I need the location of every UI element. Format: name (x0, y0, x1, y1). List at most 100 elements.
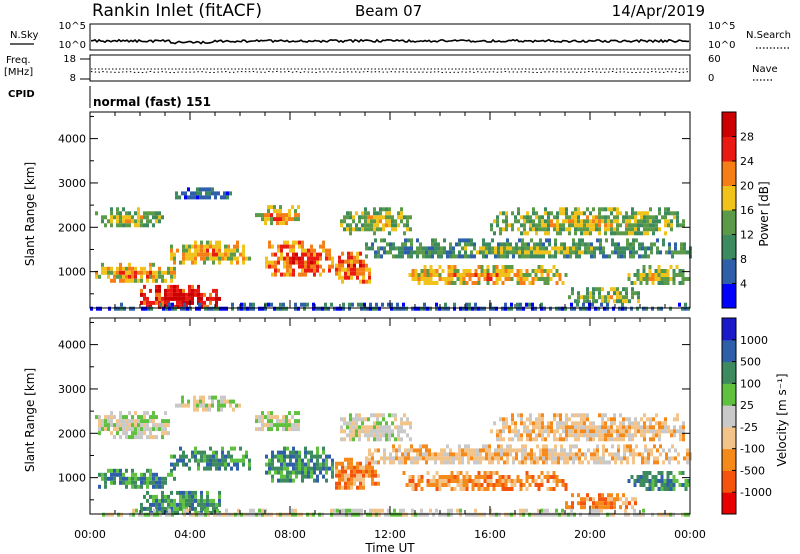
echo-cell (440, 448, 443, 453)
echo-cell (450, 475, 454, 479)
echo-cell (155, 288, 158, 293)
echo-cell (141, 512, 144, 517)
echo-cell (601, 429, 604, 434)
echo-cell (503, 242, 506, 247)
echo-cell (470, 456, 473, 461)
echo-cell (423, 306, 426, 311)
echo-cell (280, 450, 283, 455)
echo-cell (204, 508, 207, 513)
echo-cell (220, 195, 223, 200)
echo-cell (506, 242, 509, 247)
echo-cell (304, 248, 307, 253)
echo-cell (646, 425, 649, 430)
echo-cell (488, 250, 491, 255)
echo-cell (147, 512, 150, 517)
echo-cell (638, 254, 641, 259)
echo-cell (589, 211, 592, 216)
echo-cell (194, 288, 197, 293)
echo-cell (611, 250, 614, 255)
colorbar-segment (722, 283, 736, 309)
echo-cell (101, 476, 104, 481)
echo-cell (107, 476, 110, 481)
echo-cell (362, 481, 365, 486)
echo-cell (632, 242, 635, 247)
echo-cell (295, 470, 298, 475)
echo-cell (242, 454, 245, 459)
echo-cell (646, 211, 649, 216)
echo-cell (626, 460, 629, 465)
echo-cell (524, 448, 527, 453)
echo-cell (446, 254, 449, 259)
echo-cell (495, 471, 499, 475)
echo-cell (279, 302, 282, 307)
echo-cell (373, 429, 376, 434)
echo-cell (589, 231, 592, 236)
echo-cell (644, 246, 647, 251)
echo-cell (236, 458, 239, 463)
echo-cell (619, 505, 622, 510)
echo-cell (614, 452, 617, 457)
echo-cell (182, 490, 185, 495)
echo-cell (586, 291, 589, 296)
echo-cell (408, 475, 412, 479)
echo-cell (572, 460, 575, 465)
echo-cell (376, 223, 379, 228)
echo-cell (338, 275, 341, 280)
echo-cell (507, 273, 511, 277)
echo-cell (447, 269, 451, 273)
echo-cell (237, 508, 240, 513)
echo-cell (189, 306, 192, 311)
colorbar-segment (722, 136, 736, 162)
echo-cell (108, 306, 111, 311)
echo-cell (556, 223, 559, 228)
echo-cell (509, 250, 512, 255)
echo-cell (167, 498, 170, 503)
echo-cell (607, 501, 610, 506)
echo-cell (268, 458, 271, 463)
echo-cell (264, 213, 267, 218)
echo-cell (191, 494, 194, 499)
y-tick-label: 1000 (58, 266, 86, 279)
echo-cell (182, 260, 185, 265)
echo-cell (226, 195, 229, 200)
echo-cell (338, 271, 341, 276)
echo-cell (282, 213, 285, 218)
echo-cell (206, 248, 209, 253)
echo-cell (501, 475, 505, 479)
echo-cell (267, 423, 270, 428)
echo-cell (170, 296, 173, 301)
echo-cell (167, 423, 170, 428)
echo-cell (164, 296, 167, 301)
echo-cell (107, 274, 110, 279)
echo-cell (640, 425, 643, 430)
echo-cell (230, 466, 233, 471)
echo-cell (536, 444, 539, 449)
echo-cell (453, 475, 457, 479)
echo-cell (297, 427, 300, 432)
echo-cell (551, 460, 554, 465)
echo-cell (146, 468, 149, 473)
echo-cell (122, 270, 125, 275)
echo-cell (579, 512, 582, 517)
echo-cell (444, 475, 448, 479)
echo-cell (506, 246, 509, 251)
echo-cell (368, 469, 371, 474)
echo-cell (385, 215, 388, 220)
echo-cell (119, 419, 122, 424)
echo-cell (540, 508, 543, 513)
echo-cell (359, 485, 362, 490)
echo-cell (355, 227, 358, 232)
echo-cell (388, 207, 391, 212)
echo-cell (660, 306, 663, 311)
echo-cell (617, 452, 620, 457)
echo-cell (353, 469, 356, 474)
echo-cell (437, 456, 440, 461)
echo-cell (657, 487, 661, 491)
echo-cell (353, 263, 356, 268)
echo-cell (155, 480, 158, 485)
echo-cell (425, 460, 428, 465)
echo-cell (572, 452, 575, 457)
echo-cell (625, 287, 628, 292)
echo-cell (598, 207, 601, 212)
echo-cell (388, 215, 391, 220)
